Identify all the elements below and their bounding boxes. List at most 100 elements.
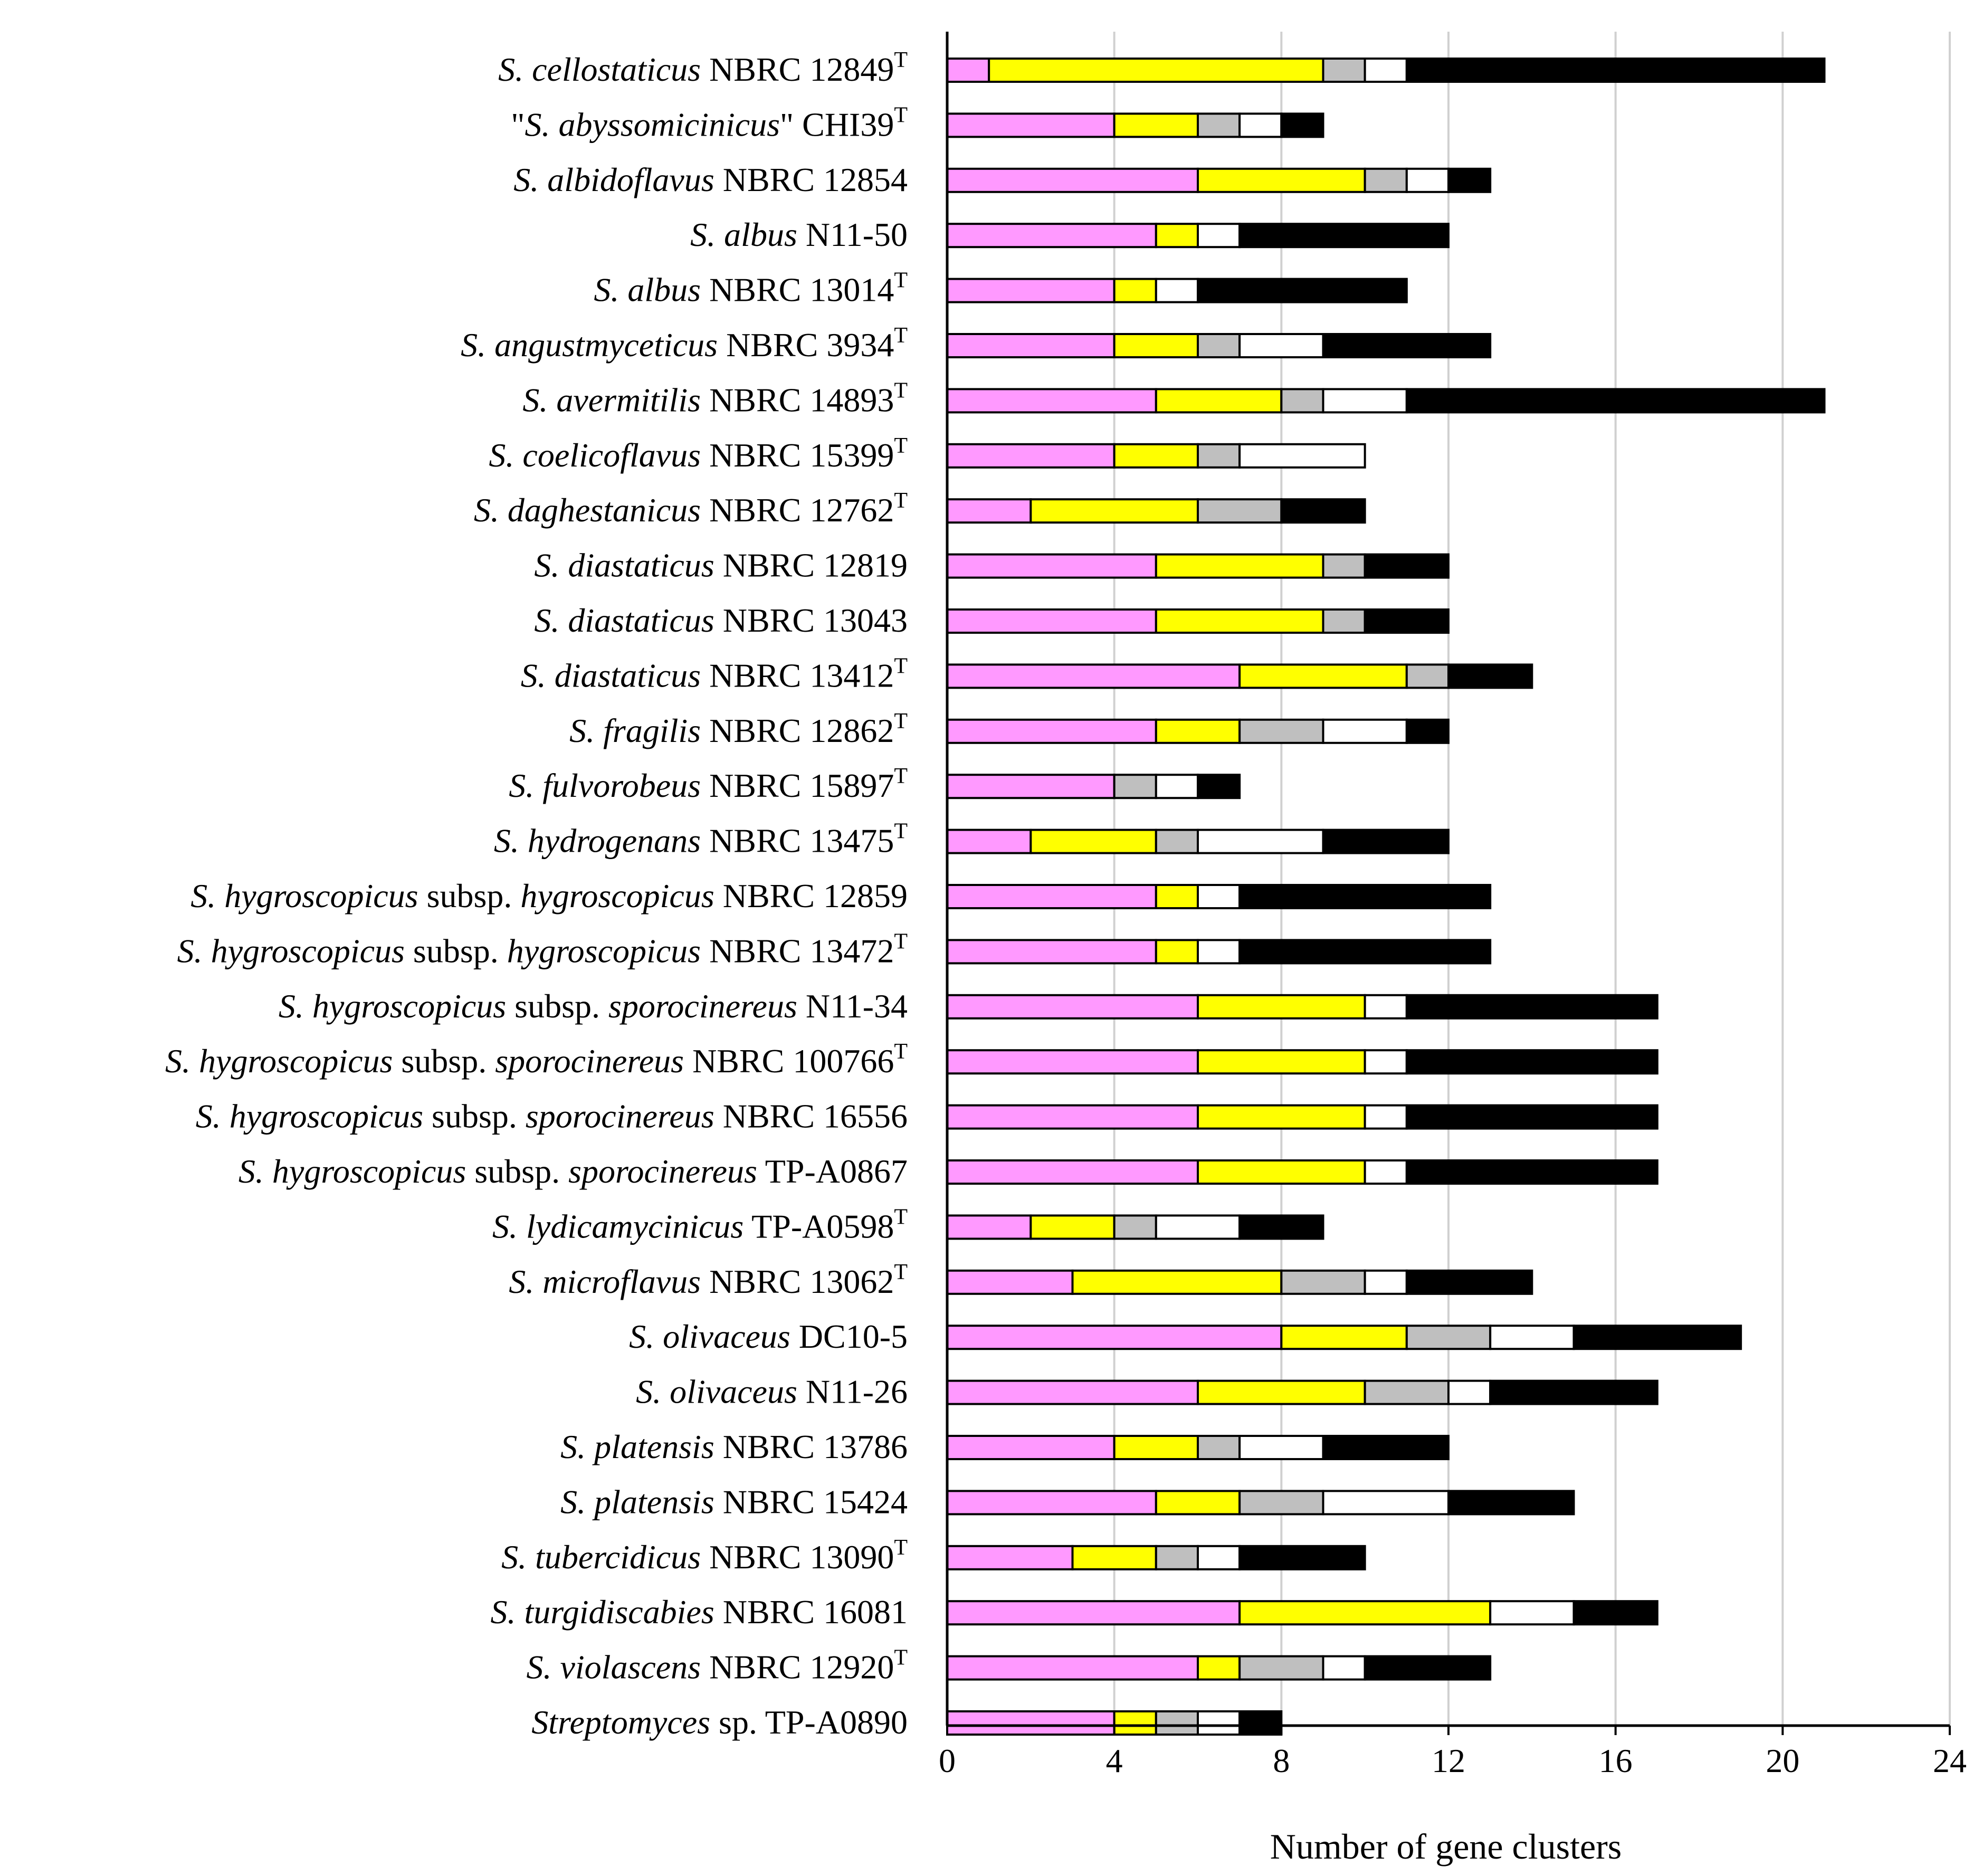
bar-segment-yellow — [1113, 112, 1199, 138]
bar-segment-white — [1364, 994, 1408, 1020]
category-label: "S. abyssomicinicus" CHI39T — [511, 103, 908, 143]
category-label: S. hygroscopicus subsp. sporocinereus N1… — [279, 987, 908, 1025]
category-label: S. cellostaticus NBRC 12849T — [498, 48, 908, 88]
bar-segment-gray — [1364, 167, 1408, 193]
bar-segment-black — [1280, 112, 1324, 138]
bar-segment-pink — [946, 1435, 1116, 1460]
bar-segment-black — [1322, 333, 1492, 358]
category-label: S. diastaticus NBRC 13412T — [521, 654, 908, 694]
bar-segment-pink — [946, 939, 1157, 965]
bar-segment-pink — [946, 58, 990, 83]
category-label: S. hygroscopicus subsp. sporocinereus NB… — [196, 1098, 908, 1135]
category-label: S. hygroscopicus subsp. sporocinereus NB… — [165, 1040, 908, 1080]
bar-segment-black — [1238, 1710, 1283, 1736]
bar-segment-white — [1197, 829, 1324, 854]
category-label: S. avermitilis NBRC 14893T — [522, 378, 908, 418]
x-tick-label: 24 — [1933, 1742, 1967, 1779]
bar-segment-black — [1405, 1049, 1658, 1075]
bar-segment-white — [1322, 718, 1408, 744]
bar-segment-yellow — [1197, 167, 1366, 193]
bar-segment-black — [1405, 1159, 1658, 1185]
bar-segment-pink — [946, 223, 1157, 249]
bar-segment-yellow — [1238, 663, 1408, 689]
category-label: Streptomyces sp. TP-A0890 — [531, 1703, 908, 1741]
bar-segment-white — [1364, 58, 1408, 83]
bar-segment-black — [1572, 1600, 1658, 1626]
bar-segment-yellow — [1071, 1269, 1283, 1295]
bar-segment-gray — [1155, 1545, 1199, 1570]
bar-segment-yellow — [1280, 1325, 1408, 1350]
bar-segment-pink — [946, 1600, 1241, 1626]
bar-segment-pink — [946, 774, 1116, 799]
bar-segment-black — [1238, 1545, 1366, 1570]
bar-segment-yellow — [1197, 1104, 1366, 1130]
bar-segment-black — [1572, 1325, 1742, 1350]
bar-segment-yellow — [1113, 1435, 1199, 1460]
bar-segment-white — [1155, 1214, 1241, 1240]
bar-segment-yellow — [1029, 829, 1157, 854]
bar-segment-gray — [1197, 333, 1241, 358]
bar-segment-pink — [946, 1159, 1199, 1185]
bar-segment-white — [1197, 223, 1241, 249]
bar-segment-pink — [946, 608, 1157, 634]
bar-segment-white — [1155, 278, 1199, 303]
bar-segment-gray — [1405, 663, 1450, 689]
bar-segment-gray — [1238, 1490, 1324, 1516]
bar-segment-black — [1238, 223, 1450, 249]
category-label: S. hygroscopicus subsp. hygroscopicus NB… — [177, 929, 908, 969]
bar-segment-white — [1405, 167, 1450, 193]
bar-segment-white — [1364, 1159, 1408, 1185]
category-labels: S. cellostaticus NBRC 12849T "S. abyssomi… — [165, 48, 908, 1741]
bar-segment-black — [1197, 278, 1408, 303]
bar-segment-yellow — [1197, 1655, 1241, 1681]
bar-segment-yellow — [1155, 718, 1241, 744]
bar-segment-yellow — [1197, 1159, 1366, 1185]
bar-segment-white — [1238, 333, 1324, 358]
bar-segment-gray — [1405, 1325, 1492, 1350]
bar-segment-black — [1280, 498, 1366, 524]
bar-segment-pink — [946, 1655, 1199, 1681]
bar-segment-pink — [946, 994, 1199, 1020]
bar-segment-white — [1322, 388, 1408, 414]
bar-segment-white — [1489, 1600, 1575, 1626]
bar-segment-pink — [946, 1545, 1074, 1570]
bar-segment-gray — [1322, 553, 1366, 579]
category-label: S. tubercidicus NBRC 13090T — [501, 1536, 908, 1576]
bar-segment-gray — [1113, 774, 1157, 799]
bar-segment-white — [1197, 939, 1241, 965]
bar-segment-pink — [946, 829, 1032, 854]
bar-segment-white — [1364, 1269, 1408, 1295]
category-label: S. daghestanicus NBRC 12762T — [474, 489, 908, 529]
category-label: S. diastaticus NBRC 13043 — [534, 602, 908, 639]
bar-segment-black — [1197, 774, 1241, 799]
bar-segment-white — [1364, 1049, 1408, 1075]
bar-segment-yellow — [1155, 939, 1199, 965]
bar-segment-yellow — [1155, 1490, 1241, 1516]
x-tick-label: 20 — [1766, 1742, 1799, 1779]
bar-segment-pink — [946, 112, 1116, 138]
bar-segment-yellow — [1029, 498, 1199, 524]
bar-segment-yellow — [1155, 553, 1324, 579]
bar-segment-gray — [1197, 498, 1283, 524]
bar-segment-black — [1322, 1435, 1450, 1460]
bar-segment-gray — [1238, 1655, 1324, 1681]
category-label: S. platensis NBRC 13786 — [560, 1428, 908, 1465]
bar-segment-black — [1405, 1269, 1533, 1295]
bar-segment-white — [1197, 884, 1241, 909]
category-label: S. fragilis NBRC 12862T — [569, 709, 908, 749]
category-label: S. angustmyceticus NBRC 3934T — [461, 323, 908, 364]
bar-segment-pink — [946, 553, 1157, 579]
bar-segment-yellow — [1029, 1214, 1116, 1240]
bar-segment-white — [1364, 1104, 1408, 1130]
bar-segment-pink — [946, 1710, 1116, 1736]
bar-segment-pink — [946, 1379, 1199, 1405]
category-label: S. diastaticus NBRC 12819 — [534, 547, 908, 584]
category-label: S. olivaceus DC10-5 — [629, 1318, 908, 1355]
bar-segment-pink — [946, 718, 1157, 744]
x-tick-label: 0 — [939, 1742, 956, 1779]
x-tick-label: 4 — [1106, 1742, 1123, 1779]
bar-segment-white — [1197, 1710, 1241, 1736]
bar-segment-yellow — [1197, 1379, 1366, 1405]
bar-segment-gray — [1197, 1435, 1241, 1460]
